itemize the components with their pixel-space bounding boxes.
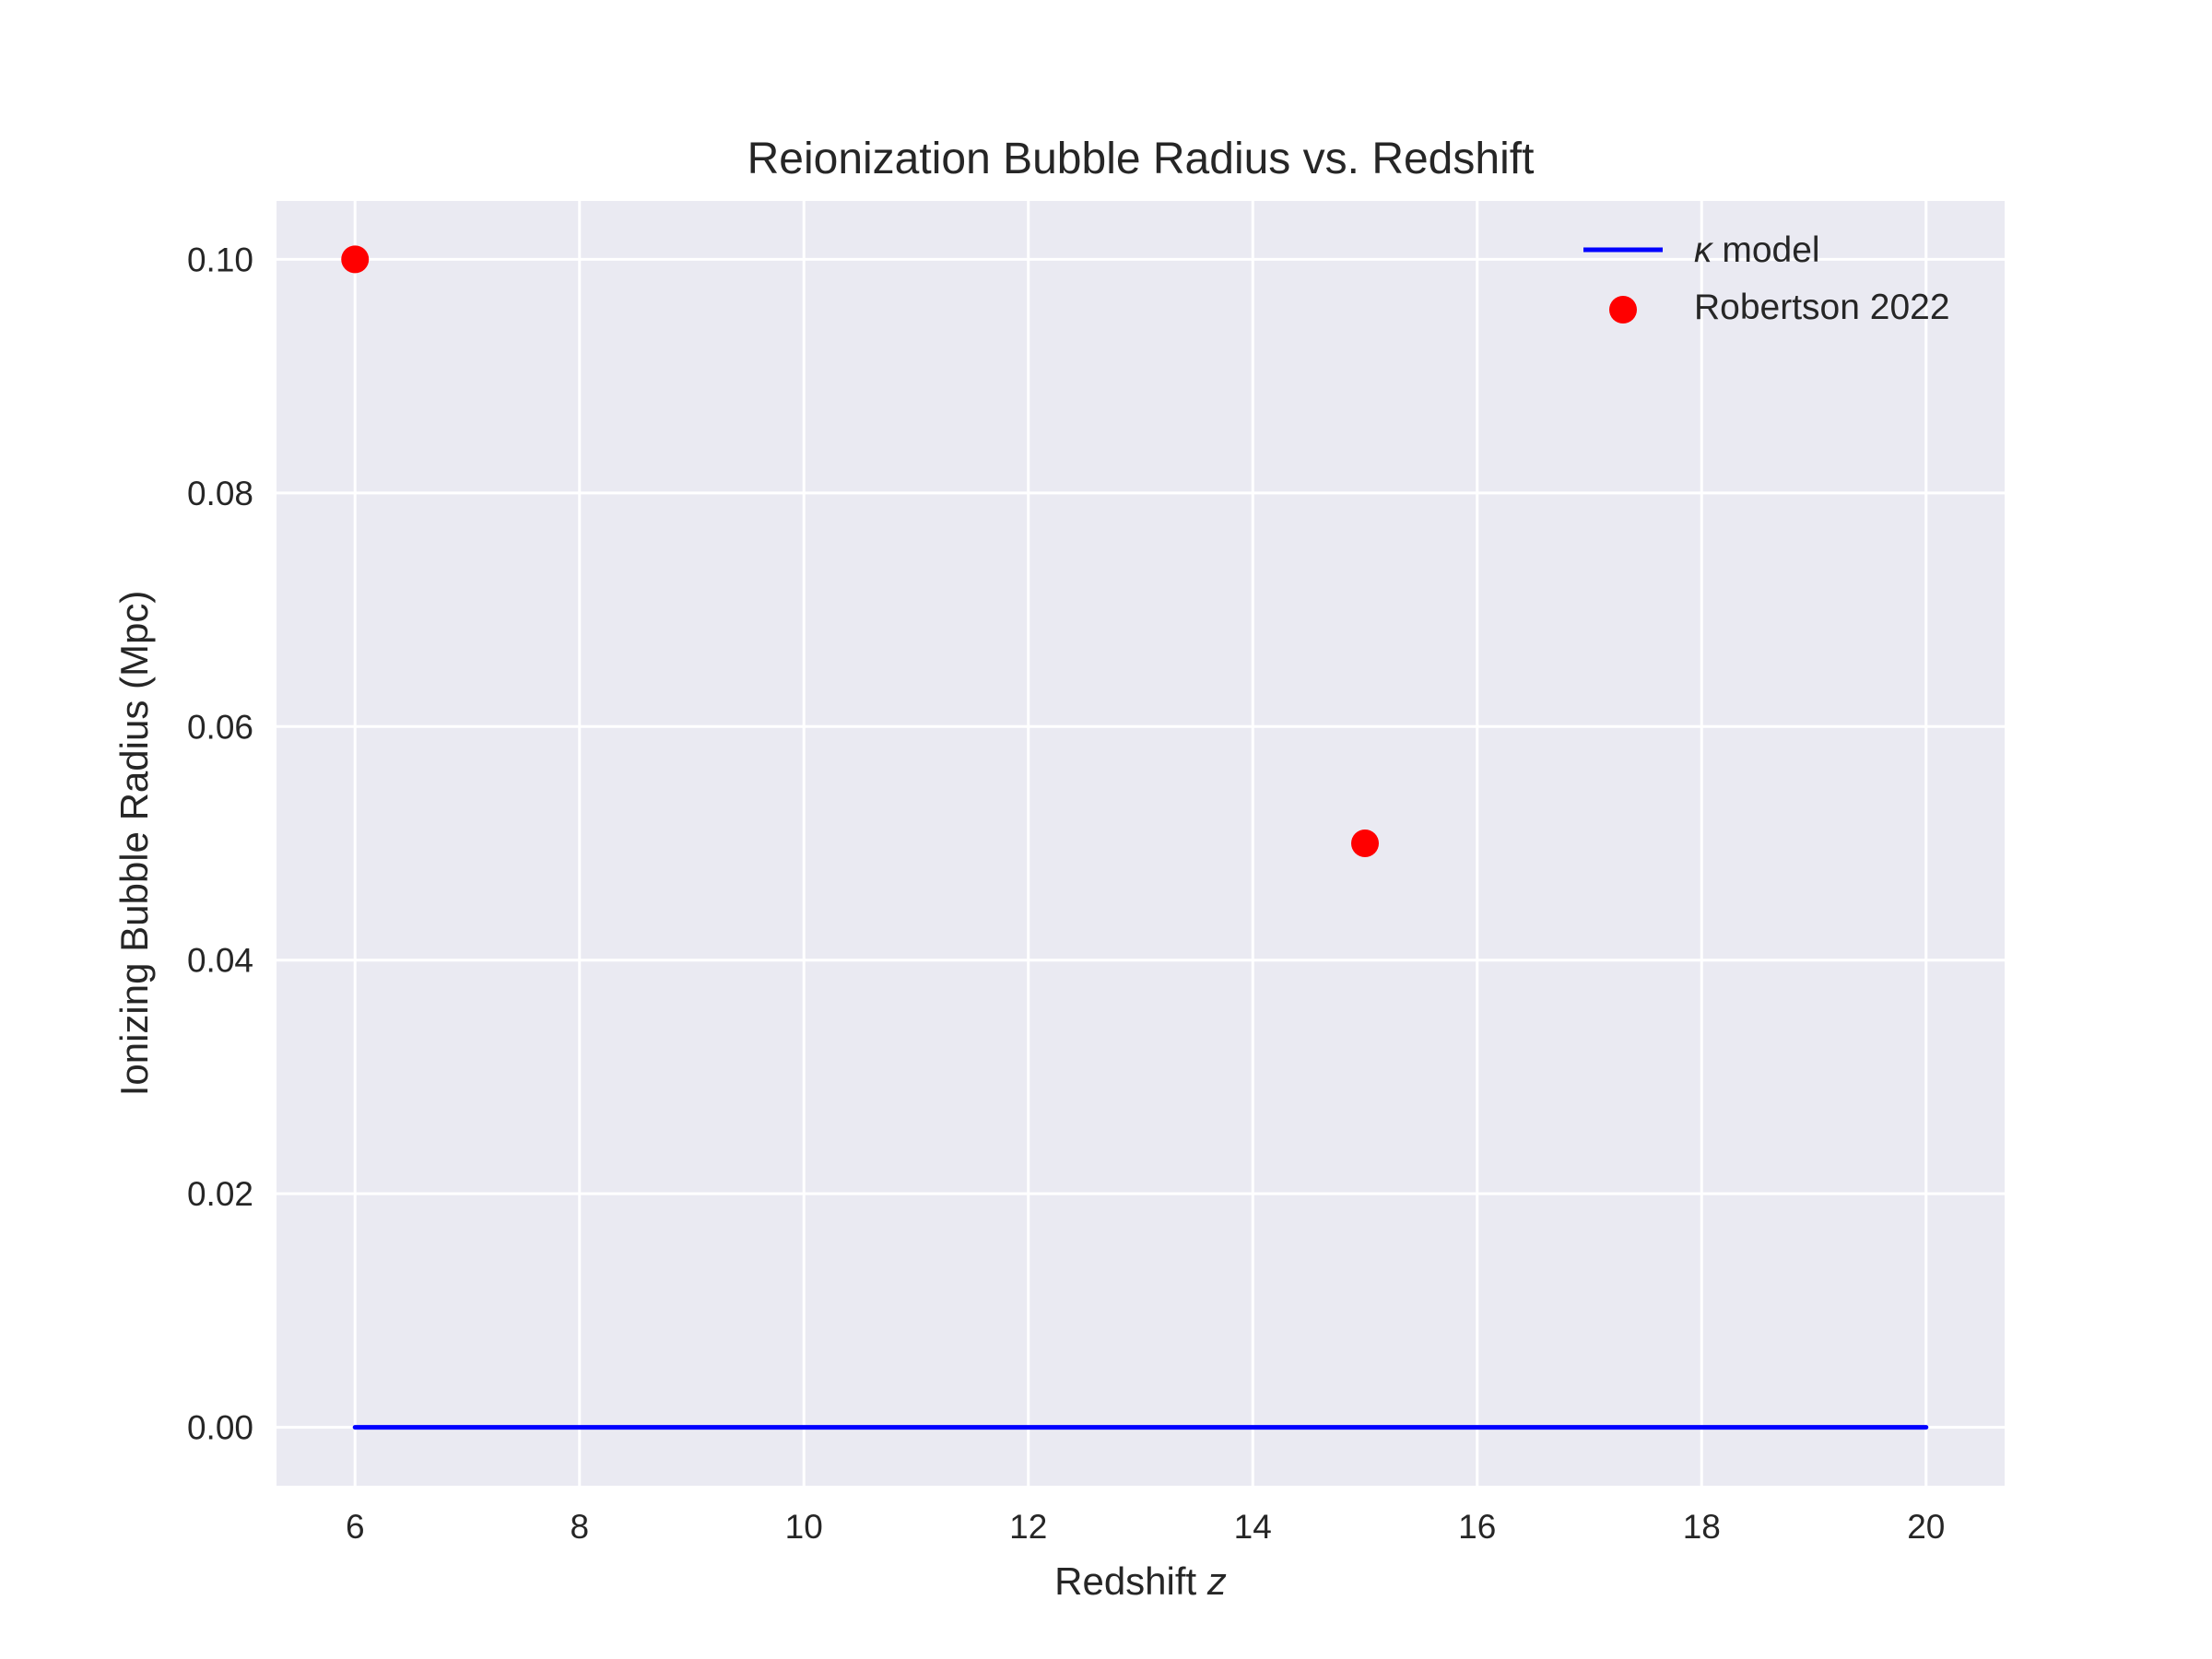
x-tick-label: 18 (1683, 1508, 1721, 1546)
x-tick-label: 10 (785, 1508, 823, 1546)
x-tick-labels: 6 8 10 12 14 16 18 20 (346, 1508, 1945, 1546)
y-tick-labels: 0.00 0.02 0.04 0.06 0.08 0.10 (187, 241, 253, 1446)
x-axis-label-text: Redshift (1054, 1559, 1196, 1603)
y-tick-label: 0.10 (187, 241, 253, 278)
y-axis-label: Ionizing Bubble Radius (Mpc) (112, 591, 156, 1097)
legend-label-model-symbol: κ (1694, 230, 1714, 270)
x-tick-label: 8 (570, 1508, 589, 1546)
x-axis-label: Redshift z (1054, 1559, 1227, 1603)
legend: κ model Robertson 2022 (1583, 230, 1950, 327)
x-tick-label: 20 (1907, 1508, 1945, 1546)
y-tick-label: 0.02 (187, 1175, 253, 1213)
x-axis-label-variable: z (1206, 1559, 1227, 1603)
legend-label-robertson: Robertson 2022 (1694, 288, 1950, 327)
x-tick-label: 6 (346, 1508, 365, 1546)
chart-title: Reionization Bubble Radius vs. Redshift (747, 135, 1535, 183)
y-tick-label: 0.06 (187, 708, 253, 746)
legend-label-model-text: model (1722, 230, 1819, 270)
series-layer (341, 245, 1929, 1430)
x-tick-label: 14 (1234, 1508, 1272, 1546)
x-tick-label: 12 (1009, 1508, 1047, 1546)
legend-swatch-robertson (1609, 296, 1637, 324)
x-gridlines (353, 201, 1928, 1486)
scatter-point-robertson (341, 245, 370, 274)
y-tick-label: 0.08 (187, 475, 253, 512)
legend-label-model: κ model (1694, 230, 1820, 270)
y-tick-label: 0.00 (187, 1409, 253, 1447)
y-tick-label: 0.04 (187, 942, 253, 980)
scatter-point-robertson (1351, 830, 1380, 857)
x-tick-label: 16 (1458, 1508, 1496, 1546)
plot-area (276, 201, 2005, 1486)
